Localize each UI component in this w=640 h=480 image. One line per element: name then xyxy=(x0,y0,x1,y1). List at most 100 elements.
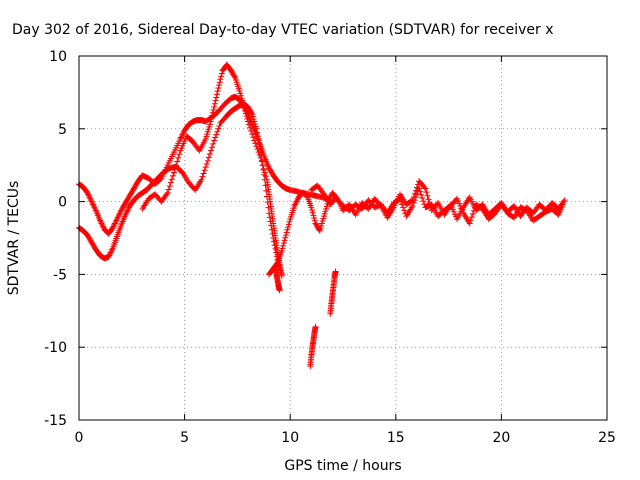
data-point xyxy=(409,202,416,209)
data-point xyxy=(178,134,185,141)
data-point xyxy=(262,173,269,180)
data-point xyxy=(426,200,433,207)
data-point xyxy=(254,129,261,136)
data-point xyxy=(417,188,424,195)
data-point xyxy=(255,149,262,156)
data-point xyxy=(285,224,292,231)
series-trace-d xyxy=(266,185,566,278)
series-trace-f xyxy=(272,264,283,294)
data-point xyxy=(420,198,427,205)
data-point xyxy=(273,260,280,267)
data-point xyxy=(171,169,178,176)
data-point xyxy=(280,242,287,249)
data-point xyxy=(108,248,115,255)
data-point xyxy=(206,151,213,158)
data-point xyxy=(114,216,121,223)
data-point xyxy=(206,121,213,128)
x-tick-label: 10 xyxy=(281,430,299,446)
data-point xyxy=(97,217,104,224)
data-point xyxy=(467,217,474,224)
data-point xyxy=(292,201,299,208)
data-point xyxy=(203,160,210,167)
data-point xyxy=(110,223,117,230)
y-axis-label: SDTVAR / TECUs xyxy=(6,181,22,296)
data-point xyxy=(213,91,220,98)
data-point xyxy=(286,218,293,225)
data-point xyxy=(112,218,119,225)
data-point xyxy=(209,144,216,151)
data-point xyxy=(98,220,105,227)
axis-ticks: 0 5 10 15 20 25 -15 -10 -5 0 5 10 xyxy=(44,49,616,446)
data-point xyxy=(418,191,425,198)
data-point xyxy=(309,209,316,216)
data-point xyxy=(247,124,254,131)
data-point xyxy=(208,115,215,122)
data-point xyxy=(198,176,205,183)
data-point xyxy=(99,221,106,228)
data-point xyxy=(217,76,224,83)
y-tick-label: -10 xyxy=(44,340,67,356)
data-point xyxy=(376,201,383,208)
data-point xyxy=(248,110,255,117)
data-point xyxy=(292,200,299,207)
data-point xyxy=(212,97,219,104)
grid-lines xyxy=(79,56,607,420)
data-point xyxy=(164,189,171,196)
data-point xyxy=(204,157,211,164)
data-point xyxy=(176,151,183,158)
data-point xyxy=(257,154,264,161)
data-point xyxy=(261,169,268,176)
series-trace-c xyxy=(139,61,285,278)
series-trace-h xyxy=(327,268,339,317)
data-point xyxy=(284,226,291,233)
data-point xyxy=(413,184,420,191)
data-point xyxy=(422,185,429,192)
series-trace-e xyxy=(308,178,568,223)
data-point xyxy=(311,217,318,224)
data-point xyxy=(294,197,301,204)
data-point xyxy=(210,106,217,113)
data-point xyxy=(252,140,259,147)
x-tick-label: 20 xyxy=(492,430,510,446)
data-point xyxy=(421,184,428,191)
data-point xyxy=(253,143,260,150)
data-point xyxy=(123,208,130,215)
data-point xyxy=(243,113,250,120)
data-point xyxy=(122,211,129,218)
data-point xyxy=(213,131,220,138)
y-tick-label: 5 xyxy=(58,122,67,138)
data-point xyxy=(281,237,288,244)
data-point xyxy=(212,134,219,141)
data-point xyxy=(561,197,568,204)
data-point xyxy=(244,118,251,125)
data-point xyxy=(241,105,248,112)
data-point xyxy=(254,133,261,140)
data-point xyxy=(174,158,181,165)
data-point xyxy=(177,135,184,142)
data-point xyxy=(240,102,247,109)
data-point xyxy=(425,196,432,203)
data-point xyxy=(180,130,187,137)
data-point xyxy=(214,128,221,135)
data-point xyxy=(179,131,186,138)
data-point xyxy=(278,248,285,255)
y-tick-label: -5 xyxy=(53,267,67,283)
data-point xyxy=(125,205,132,212)
data-point xyxy=(215,125,222,132)
x-axis-label: GPS time / hours xyxy=(284,458,401,474)
data-point xyxy=(105,253,112,260)
data-point xyxy=(411,190,418,197)
y-tick-label: 0 xyxy=(58,195,67,211)
data-point xyxy=(408,197,415,204)
data-point xyxy=(111,220,118,227)
data-point xyxy=(163,191,170,198)
data-point xyxy=(87,197,94,204)
data-point xyxy=(89,200,96,207)
data-point xyxy=(244,115,251,122)
data-point xyxy=(308,204,315,211)
data-point xyxy=(309,207,316,214)
data-point xyxy=(216,79,223,86)
data-point xyxy=(115,213,122,220)
data-point xyxy=(99,223,106,230)
data-point xyxy=(123,210,130,217)
